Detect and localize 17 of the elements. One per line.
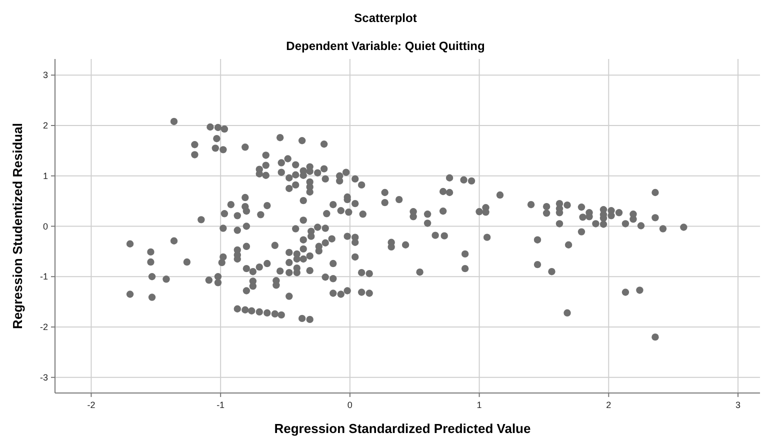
y-tick-label: 3 — [42, 70, 48, 80]
x-tick-label: 3 — [736, 400, 741, 410]
y-tick-label: -2 — [40, 322, 48, 332]
chart-title: Scatterplot — [354, 11, 417, 25]
y-tick-label: 0 — [42, 221, 48, 232]
x-tick-label: 2 — [606, 400, 612, 410]
x-tick-label: 1 — [476, 400, 482, 410]
x-axis-title: Regression Standardized Predicted Value — [274, 421, 531, 436]
x-tick-label: 0 — [347, 400, 352, 410]
y-tick-label: 2 — [42, 120, 48, 130]
x-tick-label: -2 — [87, 400, 96, 410]
chart-subtitle: Dependent Variable: Quiet Quitting — [286, 39, 485, 53]
y-tick-label: -3 — [40, 372, 48, 382]
y-axis-title: Regression Studentized Residual — [10, 123, 25, 329]
y-tick-label: -1 — [40, 272, 48, 282]
y-tick-label: 1 — [42, 170, 48, 181]
x-tick-label: -1 — [216, 400, 225, 410]
